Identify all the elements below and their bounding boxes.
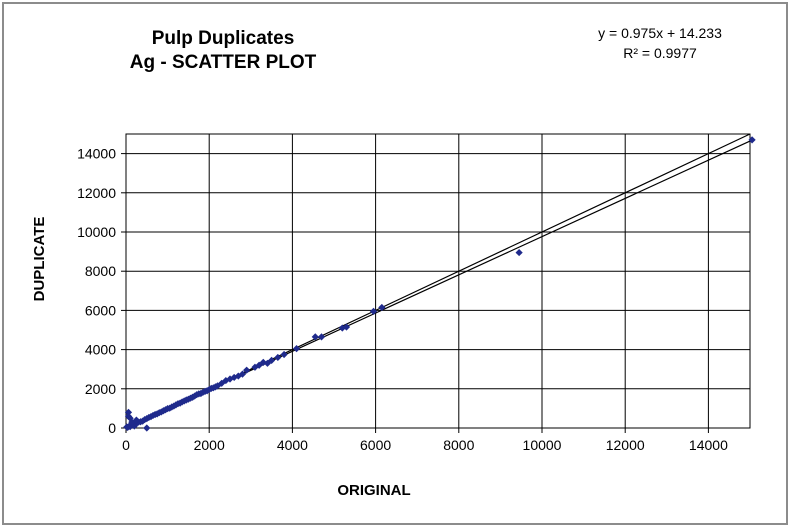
data-point — [369, 307, 378, 315]
y-tick-label: 10000 — [77, 224, 116, 240]
y-tick-label: 4000 — [85, 342, 116, 358]
x-tick-label: 8000 — [443, 437, 474, 453]
x-tick-label: 0 — [122, 437, 130, 453]
data-point — [268, 356, 276, 364]
y-tick-label: 14000 — [77, 146, 116, 162]
data-point — [139, 417, 147, 425]
data-point — [515, 248, 523, 257]
data-point — [259, 358, 267, 366]
data-point — [342, 323, 351, 331]
data-point — [274, 353, 282, 362]
data-point — [218, 379, 226, 387]
data-point — [143, 424, 151, 432]
data-point — [748, 136, 756, 144]
data-point — [280, 350, 288, 359]
data-point — [311, 333, 319, 341]
data-point — [255, 361, 263, 369]
data-point — [238, 370, 247, 378]
x-tick-label: 4000 — [277, 437, 308, 453]
data-point — [130, 422, 138, 430]
y-tick-label: 12000 — [77, 185, 116, 201]
y-tick-label: 6000 — [85, 302, 116, 318]
data-point — [132, 416, 140, 424]
x-tick-label: 6000 — [360, 437, 391, 453]
data-point — [124, 412, 133, 420]
data-point — [243, 366, 251, 374]
x-tick-label: 12000 — [606, 437, 645, 453]
x-tick-label: 2000 — [194, 437, 225, 453]
data-point — [317, 333, 326, 341]
chart-title-line-2: Ag - SCATTER PLOT — [130, 52, 317, 73]
x-tick-label: 10000 — [523, 437, 562, 453]
data-point — [292, 345, 301, 353]
trendline-equation: y = 0.975x + 14.233 — [598, 25, 722, 41]
chart-title-line-1: Pulp Duplicates — [152, 28, 295, 49]
data-point — [251, 363, 259, 371]
data-point — [378, 303, 386, 312]
y-tick-label: 0 — [108, 420, 116, 436]
x-tick-label: 14000 — [689, 437, 728, 453]
trendline-r-squared: R² = 0.9977 — [623, 45, 697, 61]
y-axis-title: DUPLICATE — [31, 217, 48, 302]
data-point — [124, 408, 133, 416]
y-tick-label: 8000 — [85, 263, 116, 279]
x-axis-title: ORIGINAL — [337, 482, 410, 499]
y-tick-label: 2000 — [85, 381, 116, 397]
plot-area: 0 2000 4000 6000 8000 10000 12000 14000 0 2000 400… — [77, 133, 756, 453]
